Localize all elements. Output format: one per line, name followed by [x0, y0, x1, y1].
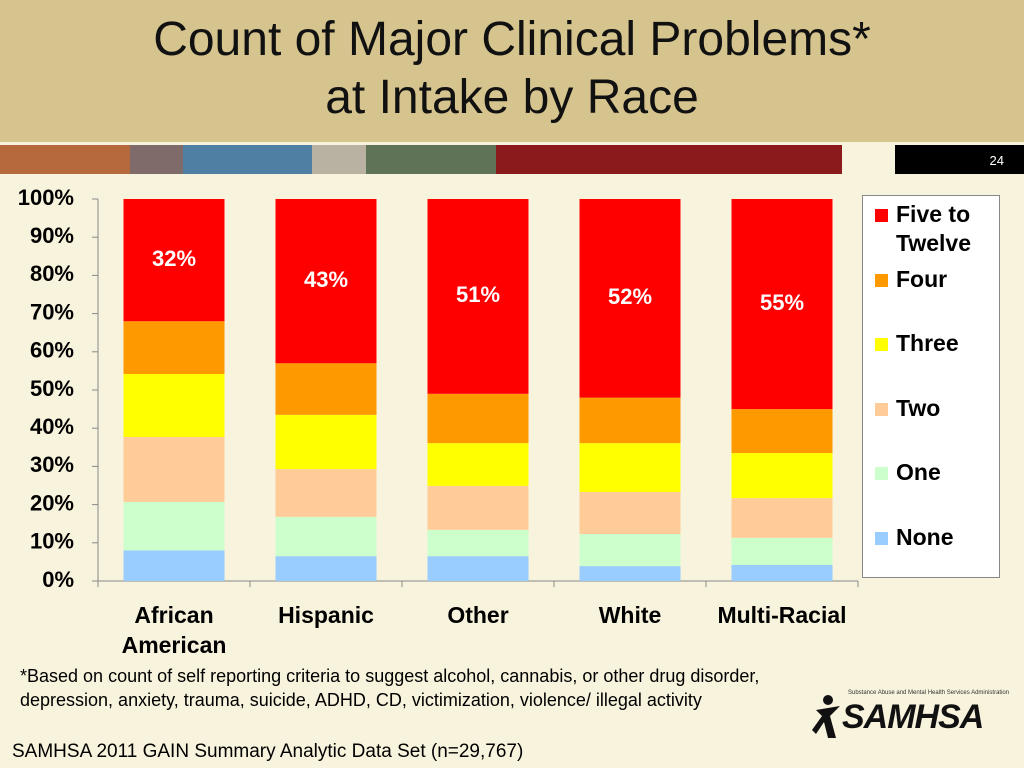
y-tick-label: 10% — [30, 529, 74, 554]
bar-segment — [123, 436, 225, 502]
title-line: Count of Major Clinical Problems* — [153, 13, 871, 66]
y-tick-label: 60% — [30, 338, 74, 363]
bar-segment — [731, 537, 833, 565]
value-label: 43% — [304, 267, 348, 292]
legend-swatch — [875, 403, 888, 416]
bar-segment — [427, 443, 529, 486]
legend-label: Two — [896, 395, 941, 421]
y-tick-label: 100% — [18, 185, 74, 210]
x-tick-label: Hispanic — [278, 602, 374, 628]
y-tick-label: 50% — [30, 376, 74, 401]
y-tick-label: 20% — [30, 490, 74, 515]
value-label: 32% — [152, 246, 196, 271]
y-tick-label: 90% — [30, 223, 74, 248]
bar-segment — [427, 393, 529, 444]
logo-icon — [812, 695, 840, 738]
bar-segment — [427, 556, 529, 581]
legend-swatch — [875, 338, 888, 351]
footnote: *Based on count of self reporting criter… — [20, 666, 760, 710]
bar-segment — [427, 199, 529, 394]
y-tick-label: 0% — [42, 567, 74, 592]
x-tick-label: Multi-Racial — [717, 602, 847, 628]
bar-segment — [123, 321, 225, 374]
bar-segment — [579, 397, 681, 444]
y-tick-label: 30% — [30, 452, 74, 477]
legend-label: Five to Twelve — [896, 201, 971, 256]
source: SAMHSA 2011 GAIN Summary Analytic Data S… — [12, 741, 524, 762]
legend-label: One — [896, 459, 941, 485]
bar-segment — [579, 491, 681, 535]
bar-segment — [579, 443, 681, 492]
logo: Substance Abuse and Mental Health Servic… — [812, 688, 1009, 744]
legend-label: None — [896, 524, 954, 550]
legend-swatch — [875, 209, 888, 222]
bar-segment — [275, 556, 377, 581]
legend-entry: One — [875, 458, 1000, 487]
bar-segment — [275, 199, 377, 364]
bar-segment — [275, 414, 377, 470]
bar-segment — [275, 469, 377, 517]
legend-entry: Three — [875, 329, 1000, 358]
bar-segment — [731, 564, 833, 581]
x-tick-label: Other — [447, 602, 509, 628]
header: Count of Major Clinical Problems* at Int… — [0, 0, 1024, 142]
slide-number: 24 — [895, 145, 1024, 174]
legend-entry: Five to Twelve — [875, 200, 1000, 258]
value-label: 51% — [456, 282, 500, 307]
title-line: at Intake by Race — [325, 71, 699, 124]
bar-segment — [275, 363, 377, 415]
bar-segment — [579, 534, 681, 567]
legend-entry: None — [875, 523, 1000, 552]
logo-name: SAMHSA — [842, 698, 984, 736]
legend-swatch — [875, 467, 888, 480]
bar-segment — [275, 516, 377, 557]
legend-label: Three — [896, 330, 959, 356]
bar-segment — [427, 529, 529, 557]
x-tick-label: African American — [121, 602, 227, 658]
y-tick-label: 80% — [30, 261, 74, 286]
y-tick-label: 40% — [30, 414, 74, 439]
bar-segment — [123, 550, 225, 581]
logo-subtitle: Substance Abuse and Mental Health Servic… — [848, 690, 1010, 696]
legend-entry: Four — [875, 265, 1000, 294]
bar-segment — [123, 373, 225, 437]
legend-swatch — [875, 274, 888, 287]
bar-segment — [579, 566, 681, 581]
bar-segment — [731, 498, 833, 538]
y-tick-label: 70% — [30, 299, 74, 324]
value-label: 52% — [608, 284, 652, 309]
legend: Five to Twelve Four Three Two One None — [862, 195, 1000, 578]
bar-segment — [427, 485, 529, 530]
legend-swatch — [875, 532, 888, 545]
bar-segment — [579, 199, 681, 398]
legend-label: Four — [896, 266, 948, 292]
bar-segment — [731, 453, 833, 499]
value-label: 55% — [760, 290, 804, 315]
bar-segment — [123, 199, 225, 322]
legend-entry: Two — [875, 394, 1000, 423]
x-tick-label: White — [598, 602, 662, 628]
bar-segment — [123, 501, 225, 551]
color-strip — [0, 145, 1024, 174]
bar-segment — [731, 199, 833, 410]
bar-segment — [731, 409, 833, 454]
